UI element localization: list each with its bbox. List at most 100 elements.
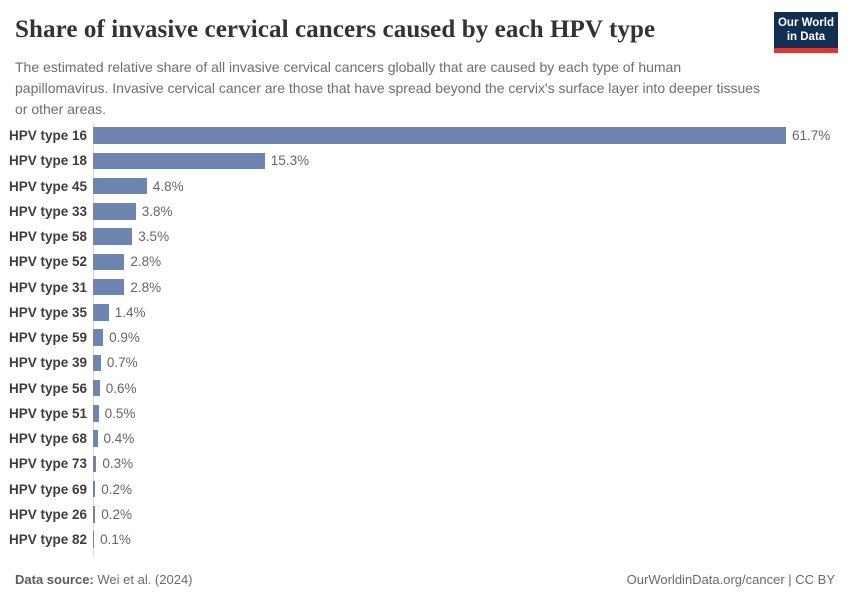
bar-value: 2.8% (130, 254, 162, 270)
bar-area: 4.8% (93, 177, 850, 195)
bar-value: 1.4% (114, 304, 146, 320)
bar-value: 2.8% (130, 279, 162, 295)
bar-chart: HPV type 16 61.7% HPV type 18 15.3% HPV … (0, 123, 850, 557)
bar-value: 0.1% (100, 532, 131, 548)
row-label: HPV type 31 (8, 279, 87, 295)
bar-value: 61.7% (792, 128, 831, 144)
bar-area: 61.7% (93, 127, 850, 144)
chart-row: HPV type 69 0.2% (0, 477, 850, 502)
bar (93, 177, 147, 195)
bar (93, 152, 265, 170)
chart-rows: HPV type 16 61.7% HPV type 18 15.3% HPV … (0, 123, 850, 552)
bar-area: 0.3% (93, 455, 850, 473)
chart-row: HPV type 18 15.3% (0, 148, 850, 173)
bar (93, 253, 125, 271)
bar (93, 354, 101, 372)
row-label: HPV type 33 (8, 203, 87, 219)
chart-row: HPV type 56 0.6% (0, 376, 850, 401)
bar-value: 0.3% (102, 456, 134, 472)
row-label: HPV type 82 (8, 532, 87, 548)
bar-value: 0.2% (101, 506, 132, 522)
bar-value: 4.8% (152, 178, 184, 194)
row-label: HPV type 56 (8, 380, 87, 396)
owid-logo-line1: Our World (777, 16, 834, 29)
chart-row: HPV type 39 0.7% (0, 350, 850, 375)
chart-row: HPV type 73 0.3% (0, 451, 850, 476)
bar-area: 2.8% (93, 278, 850, 296)
row-label: HPV type 51 (8, 405, 87, 421)
bar-value: 0.5% (104, 405, 136, 421)
chart-row: HPV type 68 0.4% (0, 426, 850, 451)
bar-area: 15.3% (93, 152, 850, 170)
bar (93, 480, 96, 498)
owid-logo-line2: in Data (786, 31, 826, 43)
data-source-value: Wei et al. (2024) (97, 572, 193, 587)
bar (93, 379, 100, 397)
bar-value: 0.2% (101, 481, 132, 497)
chart-row: HPV type 31 2.8% (0, 275, 850, 300)
row-label: HPV type 58 (8, 229, 87, 245)
bar (93, 455, 97, 473)
chart-row: HPV type 16 61.7% (0, 123, 850, 148)
bar-area: 3.8% (93, 203, 850, 220)
bar (93, 228, 133, 245)
bar-value: 0.9% (109, 330, 140, 346)
chart-row: HPV type 26 0.2% (0, 502, 850, 527)
bar-area: 2.8% (93, 253, 850, 271)
bar (93, 304, 109, 321)
bar-area: 0.6% (93, 379, 850, 397)
owid-logo-box: Our World in Data (774, 12, 838, 48)
bar-area: 0.1% (93, 531, 850, 548)
license-link: OurWorldinData.org/cancer | CC BY (626, 572, 835, 587)
bar-area: 0.2% (93, 480, 850, 498)
chart-row: HPV type 35 1.4% (0, 300, 850, 325)
bar-area: 0.9% (93, 329, 850, 346)
chart-row: HPV type 33 3.8% (0, 199, 850, 224)
chart-row: HPV type 82 0.1% (0, 527, 850, 552)
row-label: HPV type 73 (8, 456, 87, 472)
bar-value: 15.3% (270, 153, 310, 169)
data-source-label: Data source: (15, 572, 94, 587)
bar (93, 430, 98, 447)
bar-value: 3.5% (138, 229, 170, 245)
bar-area: 1.4% (93, 304, 850, 321)
row-label: HPV type 68 (8, 431, 87, 447)
bar-area: 0.2% (93, 506, 850, 523)
page-title: Share of invasive cervical cancers cause… (15, 16, 656, 43)
row-label: HPV type 35 (8, 304, 87, 320)
bar-value: 3.8% (141, 203, 173, 219)
chart-footer: Data source: Wei et al. (2024) OurWorldi… (15, 572, 835, 587)
chart-row: HPV type 51 0.5% (0, 401, 850, 426)
row-label: HPV type 16 (8, 128, 87, 144)
owid-logo-accent-bar (774, 48, 838, 53)
bar-area: 0.5% (93, 405, 850, 422)
chart-row: HPV type 59 0.9% (0, 325, 850, 350)
bar (93, 506, 96, 523)
bar-area: 0.4% (93, 430, 850, 447)
bar (93, 405, 99, 422)
owid-logo: Our World in Data (774, 12, 838, 53)
row-label: HPV type 18 (8, 153, 87, 169)
row-label: HPV type 59 (8, 330, 87, 346)
bar (93, 278, 125, 296)
row-label: HPV type 39 (8, 355, 87, 371)
chart-row: HPV type 58 3.5% (0, 224, 850, 249)
bar (93, 127, 786, 144)
row-label: HPV type 69 (8, 481, 87, 497)
chart-row: HPV type 52 2.8% (0, 249, 850, 274)
bar-value: 0.4% (103, 431, 135, 447)
row-label: HPV type 52 (8, 254, 87, 270)
row-label: HPV type 45 (8, 178, 87, 194)
bar (93, 329, 104, 346)
bar (93, 203, 136, 220)
chart-row: HPV type 45 4.8% (0, 174, 850, 199)
chart-subtitle: The estimated relative share of all inva… (15, 59, 761, 117)
bar-value: 0.6% (105, 380, 137, 396)
bar-value: 0.7% (106, 355, 138, 371)
bar (93, 531, 95, 548)
data-source: Data source: Wei et al. (2024) (15, 572, 193, 587)
row-label: HPV type 26 (8, 506, 87, 522)
bar-area: 3.5% (93, 228, 850, 245)
bar-area: 0.7% (93, 354, 850, 372)
